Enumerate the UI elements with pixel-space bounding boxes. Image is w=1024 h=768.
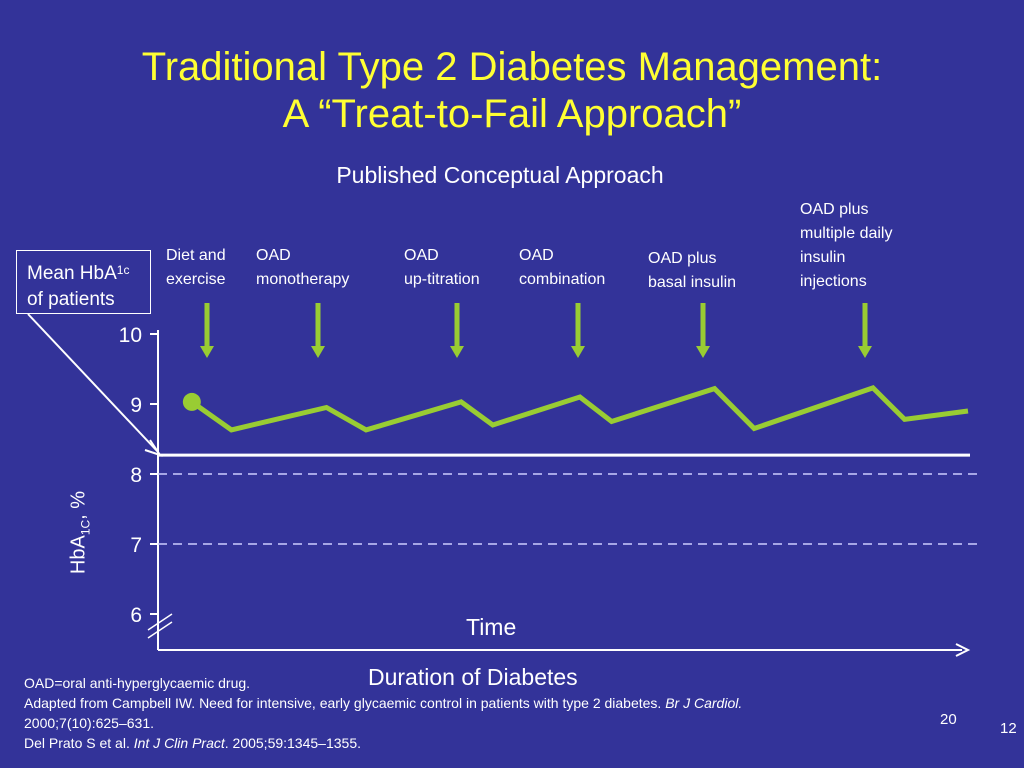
y-tick-label: 10	[119, 324, 142, 347]
stage-arrow-head	[571, 346, 585, 358]
hba1c-series	[182, 385, 969, 433]
ylabel-suffix: , %	[67, 490, 90, 520]
slide-title: Traditional Type 2 Diabetes Management: …	[0, 44, 1024, 138]
x-axis-arrowhead	[955, 643, 971, 657]
stage-arrow-head	[200, 346, 214, 358]
y-ticks: 10 9 8 7 6	[119, 324, 158, 627]
stage-arrow-head	[696, 346, 710, 358]
y-axis-label: HbA1C, %	[68, 463, 93, 603]
y-tick-label: 9	[130, 394, 142, 417]
ylabel-subscript: 1C	[78, 519, 93, 536]
duration-of-diabetes-label: Duration of Diabetes	[368, 664, 578, 690]
start-point	[182, 392, 201, 411]
ref1-journal: Br J Cardiol.	[665, 695, 743, 711]
footnote-abbreviation: OAD=oral anti-hyperglycaemic drug.	[24, 675, 251, 691]
stage-label: OAD plus basal insulin	[648, 250, 737, 291]
footnote-reference-1-cont: 2000;7(10):625–631.	[24, 715, 154, 731]
stage-label: OAD combination	[519, 247, 606, 288]
stage-arrow-head	[311, 346, 325, 358]
y-tick-label: 6	[130, 604, 142, 627]
chart-axes	[147, 330, 971, 657]
legend-line-2: of patients	[27, 289, 115, 310]
stage-arrows	[200, 303, 872, 358]
legend-pointer-arrowhead	[144, 439, 163, 457]
time-label: Time	[466, 614, 517, 640]
page-number-outer: 12	[1000, 720, 1017, 737]
axis-break-mark-2	[147, 621, 173, 639]
mean-hba1c-box: Mean HbA1c of patients	[16, 250, 151, 314]
ylabel-main: HbA	[67, 535, 90, 575]
title-line-2: A “Treat-to-Fail Approach”	[282, 92, 742, 136]
ref1-text: Adapted from Campbell IW. Need for inten…	[24, 695, 666, 711]
legend-subscript: 1c	[116, 263, 130, 277]
ref2-citation: . 2005;59:1345–1355.	[224, 735, 361, 751]
stage-arrow-head	[858, 346, 872, 358]
title-line-1: Traditional Type 2 Diabetes Management:	[141, 45, 883, 89]
page-number-inner: 20	[940, 711, 957, 728]
stage-label: Diet and exercise	[166, 247, 226, 288]
reference-lines	[158, 453, 978, 545]
stage-label: OAD up-titration	[404, 247, 480, 288]
slide-subtitle: Published Conceptual Approach	[336, 162, 664, 188]
axis-break-mark-1	[147, 613, 173, 631]
legend-main-text: Mean HbA	[27, 263, 117, 284]
legend-line-1: Mean HbA1c	[27, 257, 150, 287]
stage-label: OAD monotherapy	[256, 247, 350, 288]
footnote-reference-1: Adapted from Campbell IW. Need for inten…	[24, 693, 944, 713]
legend-pointer	[27, 313, 163, 457]
y-tick-label: 7	[130, 534, 142, 557]
hba1c-line	[190, 385, 969, 433]
y-tick-label: 8	[130, 464, 142, 487]
stage-arrow-head	[450, 346, 464, 358]
footnote-reference-2: Del Prato S et al. Int J Clin Pract. 200…	[24, 733, 944, 753]
ref2-journal: Int J Clin Pract	[133, 735, 225, 751]
footnotes: OAD=oral anti-hyperglycaemic drug. Adapt…	[24, 673, 944, 753]
ref2-text: Del Prato S et al.	[24, 735, 134, 751]
legend-pointer-line	[27, 313, 159, 453]
stage-label: OAD plus multiple daily insulin injectio…	[800, 201, 893, 290]
